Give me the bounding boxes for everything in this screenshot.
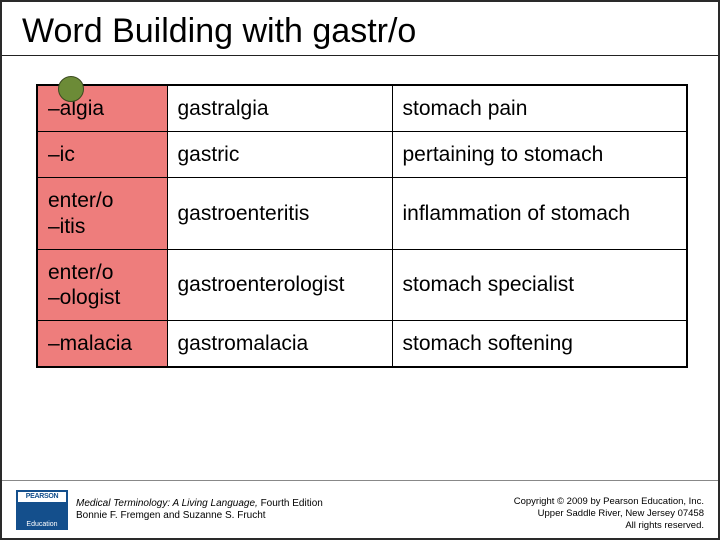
copyright-line: Upper Saddle River, New Jersey 07458 [514, 508, 704, 520]
title-bar: Word Building with gastr/o [2, 2, 718, 56]
pearson-logo-icon: PEARSON Education [16, 490, 68, 530]
copyright-line: All rights reserved. [514, 520, 704, 532]
table-row: enter/o–itis gastroenteritis inflammatio… [37, 178, 687, 249]
suffix-cell: –algia [37, 85, 167, 132]
definition-cell: inflammation of stomach [392, 178, 687, 249]
term-cell: gastroenterologist [167, 249, 392, 320]
copyright-line: Copyright © 2009 by Pearson Education, I… [514, 496, 704, 508]
copyright-block: Copyright © 2009 by Pearson Education, I… [514, 496, 704, 532]
page-title: Word Building with gastr/o [22, 12, 698, 51]
suffix-cell: enter/o–ologist [37, 249, 167, 320]
credits-line-2: Bonnie F. Fremgen and Suzanne S. Frucht [76, 510, 323, 522]
suffix-cell: enter/o–itis [37, 178, 167, 249]
definition-cell: pertaining to stomach [392, 132, 687, 178]
term-cell: gastralgia [167, 85, 392, 132]
term-cell: gastric [167, 132, 392, 178]
accent-bullet-icon [58, 76, 84, 102]
term-cell: gastromalacia [167, 321, 392, 368]
book-credits: Medical Terminology: A Living Language, … [76, 498, 323, 522]
table-row: –ic gastric pertaining to stomach [37, 132, 687, 178]
book-edition: Fourth Edition [261, 498, 323, 509]
term-cell: gastroenteritis [167, 178, 392, 249]
credits-line-1: Medical Terminology: A Living Language, … [76, 498, 323, 510]
definition-cell: stomach specialist [392, 249, 687, 320]
logo-brand-top: PEARSON [18, 492, 66, 502]
slide: Word Building with gastr/o –algia gastra… [0, 0, 720, 540]
word-building-table: –algia gastralgia stomach pain –ic gastr… [36, 84, 688, 368]
book-title: Medical Terminology: A Living Language, [76, 498, 261, 509]
content-area: –algia gastralgia stomach pain –ic gastr… [2, 56, 718, 368]
table-row: –malacia gastromalacia stomach softening [37, 321, 687, 368]
definition-cell: stomach softening [392, 321, 687, 368]
footer: PEARSON Education Medical Terminology: A… [2, 480, 718, 538]
definition-cell: stomach pain [392, 85, 687, 132]
logo-brand-bottom: Education [26, 521, 57, 528]
table-row: enter/o–ologist gastroenterologist stoma… [37, 249, 687, 320]
suffix-cell: –malacia [37, 321, 167, 368]
table-row: –algia gastralgia stomach pain [37, 85, 687, 132]
suffix-cell: –ic [37, 132, 167, 178]
